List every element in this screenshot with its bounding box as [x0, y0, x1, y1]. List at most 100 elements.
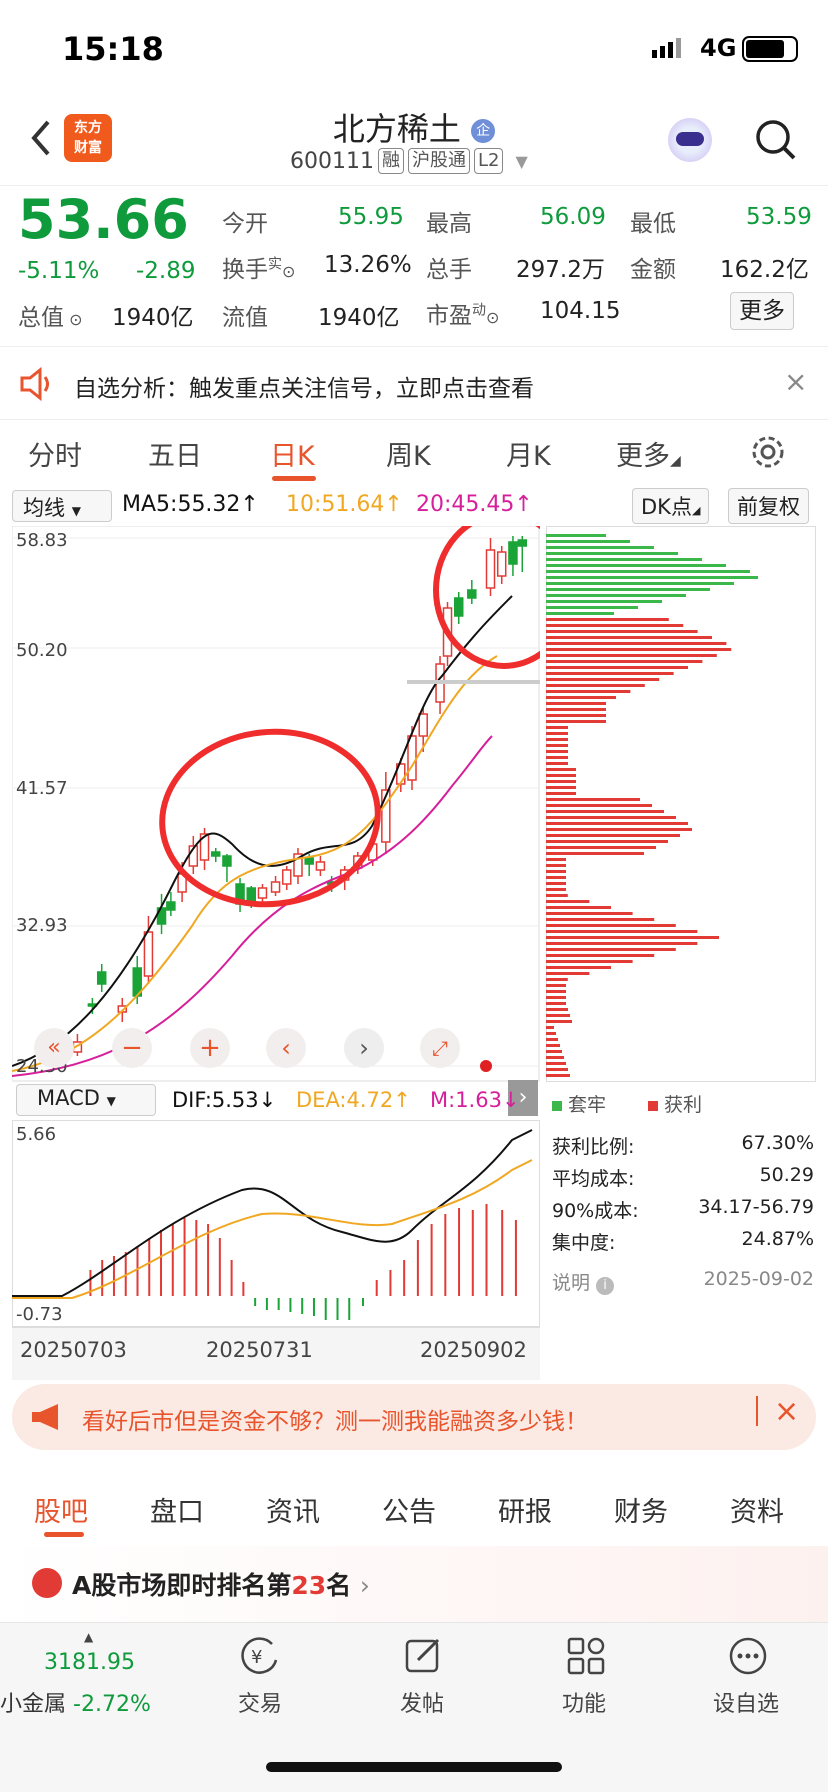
mcap-value: 1940亿: [112, 305, 194, 331]
active-tab-indicator: [272, 476, 316, 481]
candlestick-chart[interactable]: [12, 526, 540, 1082]
nav-trade[interactable]: 交易: [237, 1692, 282, 1717]
candle-body: [270, 881, 281, 893]
tab-daily-k[interactable]: 日K: [270, 441, 315, 472]
candle-body: [496, 551, 507, 577]
open-value: 55.95: [338, 204, 404, 230]
chip-bar: [546, 630, 698, 633]
chip-bar: [546, 840, 668, 843]
tab-weekly-k[interactable]: 周K: [386, 441, 431, 472]
close-icon[interactable]: ×: [784, 365, 808, 398]
indicator-select[interactable]: MACD ▼: [16, 1084, 156, 1116]
chevron-right-icon[interactable]: ›: [344, 1028, 384, 1068]
home-indicator: [266, 1762, 562, 1772]
candle-body: [453, 597, 464, 617]
trade-icon[interactable]: ¥: [238, 1636, 282, 1680]
chip-bar: [546, 894, 568, 897]
chip-bar: [546, 876, 566, 879]
svg-text:¥: ¥: [251, 1647, 262, 1668]
back-icon[interactable]: [26, 118, 56, 158]
chip-bar: [546, 666, 688, 669]
stock-header: [0, 96, 828, 186]
close-ad-icon[interactable]: ×: [774, 1394, 800, 1429]
tab-guba[interactable]: 股吧: [34, 1497, 88, 1528]
tab-news[interactable]: 资讯: [266, 1497, 320, 1528]
function-grid-icon[interactable]: [566, 1636, 606, 1680]
dk-point-button[interactable]: DK点◢: [632, 488, 710, 524]
chip-bar: [546, 648, 732, 651]
ma-select[interactable]: 均线 ▼: [12, 490, 112, 522]
date-axis: [12, 1328, 540, 1380]
tab-orderbook[interactable]: 盘口: [150, 1497, 204, 1528]
chevron-left-icon[interactable]: ‹: [266, 1028, 306, 1068]
live-dot: [480, 1060, 492, 1072]
nav-post[interactable]: 发帖: [399, 1692, 444, 1717]
stock-code-row: 600111 融 沪股通 L2 ▼: [290, 148, 528, 174]
chip-bar: [546, 1014, 570, 1017]
chip-note-row[interactable]: 说明 i 2025-09-02: [552, 1268, 814, 1295]
chip-bar: [546, 954, 655, 957]
candle-body: [257, 887, 268, 899]
more-dots-icon[interactable]: [728, 1636, 768, 1680]
margin-ad-banner[interactable]: 看好后市但是资金不够？测一测我能融资多少钱！ ×: [12, 1384, 816, 1450]
chip-bar: [546, 1074, 570, 1077]
search-icon[interactable]: [754, 118, 798, 166]
scroll-left-fast-icon[interactable]: «: [34, 1028, 74, 1068]
chip-bar: [546, 558, 702, 561]
zoom-out-icon[interactable]: −: [112, 1028, 152, 1068]
chip-bar: [546, 918, 655, 921]
tab-five-day[interactable]: 五日: [148, 441, 202, 472]
tab-finance[interactable]: 财务: [614, 1497, 668, 1528]
low-label: 最低: [630, 211, 676, 237]
more-quote-button[interactable]: 更多: [730, 292, 794, 330]
chip-bar: [546, 912, 633, 915]
chip-bar: [546, 810, 664, 813]
chip-bar: [546, 720, 606, 723]
chip-bar: [546, 726, 568, 729]
chevron-down-icon[interactable]: ▼: [515, 151, 528, 171]
candle-body: [282, 869, 292, 885]
chip-stats: 获利比例: 67.30% 平均成本: 50.29 90%成本: 34.17-56.79…: [552, 1132, 814, 1300]
chip-distribution-chart: [546, 526, 816, 1082]
chip-bar: [546, 708, 606, 711]
chip-bar: [546, 594, 686, 597]
macd-tick-bottom: -0.73: [16, 1304, 63, 1325]
nav-function[interactable]: 功能: [561, 1692, 606, 1717]
tab-profile[interactable]: 资料: [730, 1497, 784, 1528]
notice-bar[interactable]: 自选分析：触发重点关注信号，立即点击查看 ×: [0, 346, 828, 420]
chip-bar: [546, 564, 726, 567]
chip-bar: [546, 684, 645, 687]
rank-row[interactable]: A股市场即时排名第23名 ›: [0, 1546, 828, 1622]
tab-monthly-k[interactable]: 月K: [506, 441, 551, 472]
index-value[interactable]: 3181.95: [44, 1650, 135, 1675]
robot-avatar-icon[interactable]: [668, 118, 712, 162]
post-icon[interactable]: [404, 1636, 444, 1680]
tab-announcements[interactable]: 公告: [382, 1497, 436, 1528]
tab-research[interactable]: 研报: [498, 1497, 552, 1528]
macd-chart: [12, 1120, 540, 1328]
price-tick-3: 32.93: [16, 915, 68, 936]
turnover-value: 13.26%: [324, 252, 412, 278]
candle-body: [315, 861, 326, 871]
float-label: 流值: [222, 305, 268, 331]
chip-bar: [546, 936, 719, 939]
candle-body: [418, 713, 428, 737]
m-label: M:1.63↓: [430, 1088, 520, 1112]
chip-bar: [546, 750, 568, 753]
chip-bar: [546, 786, 576, 789]
fullscreen-icon[interactable]: ⤢: [420, 1028, 460, 1068]
chip-bar: [546, 924, 676, 927]
tab-more[interactable]: 更多◢: [616, 441, 681, 472]
adjust-button[interactable]: 前复权: [728, 488, 809, 524]
settings-gear-icon[interactable]: [750, 434, 786, 474]
index-name[interactable]: 小金属 -2.72%: [0, 1692, 151, 1717]
megaphone-icon: [30, 1402, 64, 1436]
candle-body: [199, 833, 210, 861]
expand-right-icon[interactable]: ›: [508, 1080, 538, 1116]
candle-body: [485, 549, 496, 589]
tab-intraday[interactable]: 分时: [28, 441, 82, 472]
high-label: 最高: [426, 211, 472, 237]
candle-body: [166, 901, 176, 911]
zoom-in-icon[interactable]: +: [190, 1028, 230, 1068]
nav-add-watchlist[interactable]: 设自选: [712, 1692, 779, 1717]
